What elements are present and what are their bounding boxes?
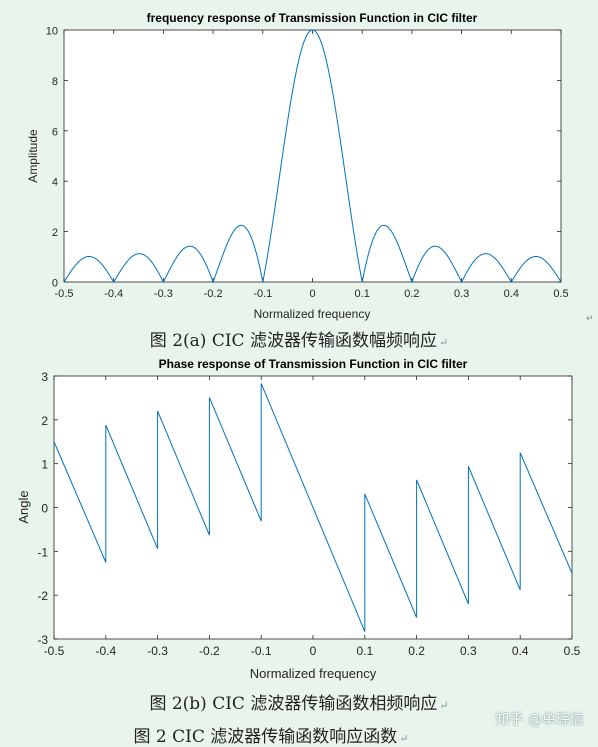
phase-x-ticks: -0.5 -0.4 -0.3 -0.2 -0.1 0 0.1 0.2 0.3 0.4 0.5 bbox=[44, 376, 581, 658]
amplitude-x-tick-label: 0.4 bbox=[504, 288, 519, 300]
amplitude-x-tick-label: -0.4 bbox=[104, 288, 123, 300]
amplitude-y-ticks: 0 2 4 6 8 10 bbox=[46, 26, 561, 290]
phase-x-tick-label: 0.1 bbox=[356, 644, 373, 658]
phase-x-tick-label: 0.3 bbox=[460, 644, 477, 658]
phase-y-tick-label: -2 bbox=[37, 589, 48, 603]
phase-y-tick-label: -1 bbox=[37, 545, 48, 559]
amplitude-chart-panel: frequency response of Transmission Funct… bbox=[0, 0, 598, 325]
amplitude-x-tick-label: 0.3 bbox=[454, 288, 469, 300]
amplitude-x-tick-label: 0.2 bbox=[404, 288, 419, 300]
phase-x-tick-label: 0.2 bbox=[408, 644, 425, 658]
caption-fig-b-text: 图 2(b) CIC 滤波器传输函数相频响应 bbox=[149, 694, 438, 714]
paragraph-mark-icon: ↵ bbox=[439, 699, 449, 712]
amplitude-x-ticks: -0.5 -0.4 -0.3 -0.2 -0.1 0 0.1 0.2 0.3 0.4 0.5 bbox=[55, 30, 569, 300]
amplitude-y-tick-label: 10 bbox=[46, 26, 58, 38]
amplitude-chart: frequency response of Transmission Funct… bbox=[26, 11, 569, 321]
amplitude-x-tick-label: -0.1 bbox=[253, 288, 272, 300]
amplitude-y-axis-label: Amplitude bbox=[26, 129, 40, 183]
amplitude-plot-area bbox=[63, 29, 562, 283]
amplitude-y-tick-label: 6 bbox=[52, 126, 58, 138]
amplitude-x-tick-label: 0.1 bbox=[355, 288, 370, 300]
amplitude-y-tick-label: 2 bbox=[52, 227, 58, 239]
caption-main-text: 图 2 CIC 滤波器传输函数响应函数 bbox=[133, 727, 398, 747]
caption-main: 图 2 CIC 滤波器传输函数响应函数 ↵ bbox=[0, 722, 570, 747]
phase-y-tick-label: 2 bbox=[41, 414, 48, 428]
amplitude-y-tick-label: 0 bbox=[52, 278, 58, 290]
amplitude-x-tick-label: 0.5 bbox=[553, 288, 568, 300]
amplitude-series-line bbox=[63, 29, 562, 284]
phase-x-tick-label: -0.3 bbox=[147, 644, 168, 658]
amplitude-x-tick-label: -0.2 bbox=[204, 288, 223, 300]
phase-y-tick-label: 3 bbox=[41, 370, 48, 384]
phase-chart-panel: Phase response of Transmission Function … bbox=[0, 350, 598, 692]
phase-x-tick-label: -0.1 bbox=[251, 644, 272, 658]
phase-x-tick-label: -0.4 bbox=[95, 644, 116, 658]
phase-x-axis-label: Normalized frequency bbox=[250, 666, 377, 681]
phase-chart-title: Phase response of Transmission Function … bbox=[159, 357, 468, 371]
amplitude-y-tick-label: 8 bbox=[52, 76, 58, 88]
phase-chart: Phase response of Transmission Function … bbox=[16, 357, 581, 681]
corner-mark: ↵ bbox=[586, 314, 594, 324]
caption-fig-a-text: 图 2(a) CIC 滤波器传输函数幅频响应 bbox=[149, 331, 437, 351]
amplitude-y-tick-label: 4 bbox=[52, 177, 58, 189]
phase-x-tick-label: -0.5 bbox=[44, 644, 65, 658]
caption-fig-a: 图 2(a) CIC 滤波器传输函数幅频响应 ↵ bbox=[0, 326, 598, 351]
phase-x-tick-label: 0 bbox=[310, 644, 317, 658]
phase-y-axis-label: Angle bbox=[16, 490, 31, 523]
amplitude-chart-title: frequency response of Transmission Funct… bbox=[147, 11, 478, 25]
phase-x-tick-label: -0.2 bbox=[199, 644, 220, 658]
paragraph-mark-icon: ↵ bbox=[399, 732, 409, 745]
phase-y-ticks: -3 -2 -1 0 1 2 3 bbox=[37, 370, 572, 647]
paragraph-mark-icon: ↵ bbox=[438, 336, 449, 349]
watermark: 知乎 @单琮信 bbox=[495, 712, 584, 728]
phase-y-tick-label: 1 bbox=[41, 458, 48, 472]
phase-x-tick-label: 0.5 bbox=[564, 644, 581, 658]
phase-series-line bbox=[53, 383, 573, 632]
amplitude-x-tick-label: -0.3 bbox=[154, 288, 173, 300]
phase-y-tick-label: -3 bbox=[37, 633, 48, 647]
amplitude-x-tick-label: -0.5 bbox=[55, 288, 74, 300]
caption-fig-b: 图 2(b) CIC 滤波器传输函数相频响应 ↵ bbox=[0, 689, 598, 714]
amplitude-x-tick-label: 0 bbox=[309, 288, 315, 300]
phase-y-tick-label: 0 bbox=[41, 502, 48, 516]
amplitude-x-axis-label: Normalized frequency bbox=[254, 307, 371, 321]
phase-x-tick-label: 0.4 bbox=[512, 644, 529, 658]
